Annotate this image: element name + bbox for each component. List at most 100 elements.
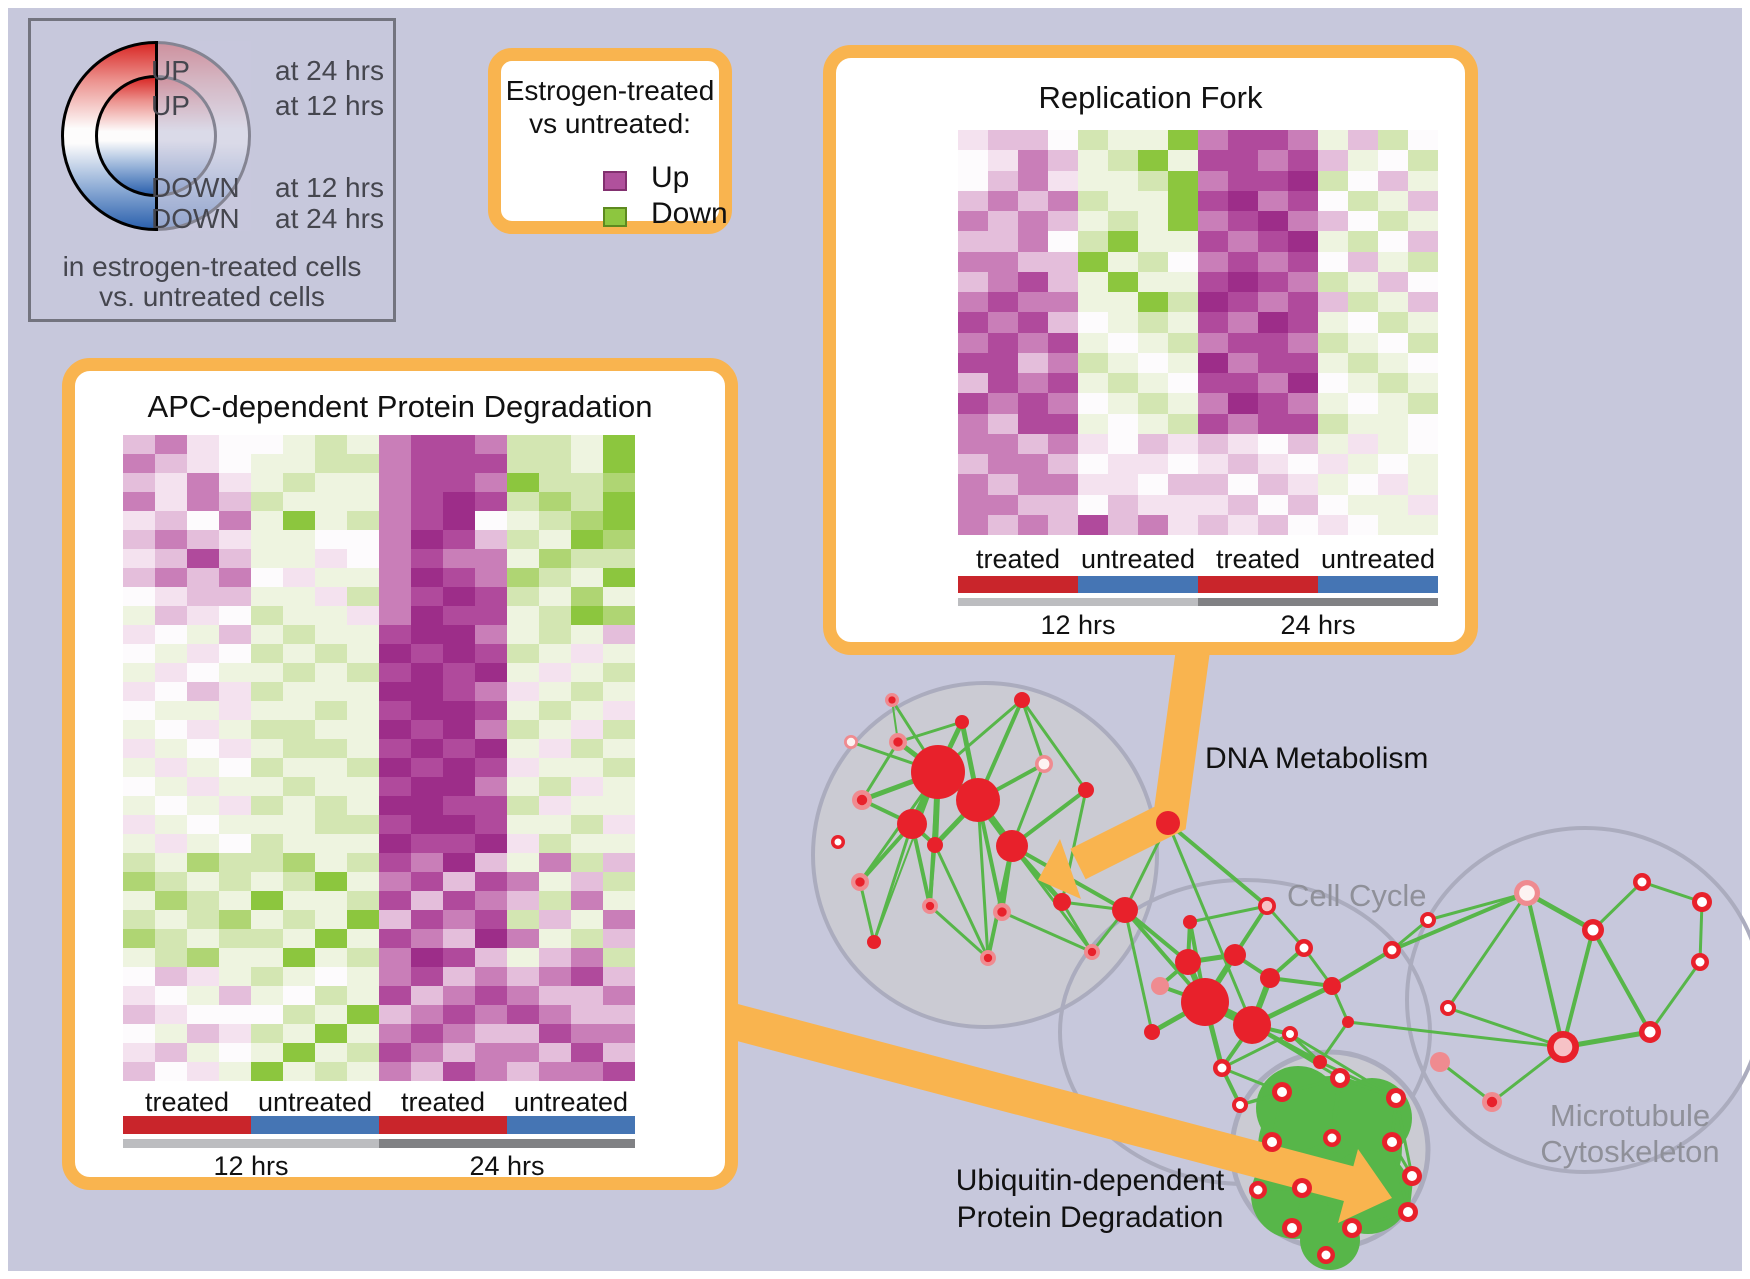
heatmap-row bbox=[123, 834, 635, 853]
network-node bbox=[1053, 893, 1071, 911]
time-label-12-hrs: 12 hrs bbox=[213, 1151, 289, 1181]
heatmap-row bbox=[123, 473, 635, 492]
microtubule-label-line2: Cytoskeleton bbox=[1540, 1134, 1720, 1169]
network-edge bbox=[1220, 1066, 1284, 1094]
heatmap-row bbox=[958, 454, 1438, 475]
network-edge bbox=[1698, 900, 1704, 964]
heatmap-row bbox=[958, 373, 1438, 394]
condition-bar-segment bbox=[1198, 576, 1318, 593]
heatmap-row bbox=[123, 682, 635, 701]
heatmap-row bbox=[123, 492, 635, 511]
network-node bbox=[1342, 1016, 1354, 1028]
network-node bbox=[927, 837, 943, 853]
network-edge bbox=[1561, 928, 1595, 1049]
network-edge bbox=[1390, 891, 1529, 952]
network-node-core bbox=[1407, 1171, 1417, 1181]
time-bar-segment bbox=[958, 598, 1198, 606]
network-node-core bbox=[1297, 1183, 1307, 1193]
arrowhead-icon bbox=[1338, 1149, 1392, 1223]
network-node-core bbox=[1486, 1096, 1498, 1108]
network-node bbox=[911, 745, 965, 799]
network-edge bbox=[1000, 910, 1094, 954]
network-edge bbox=[1060, 900, 1094, 954]
network-node bbox=[1323, 977, 1341, 995]
heatmap-row bbox=[123, 587, 635, 606]
down-label: Down bbox=[651, 197, 728, 230]
network-node-core bbox=[1391, 1093, 1401, 1103]
network-node bbox=[1313, 1055, 1327, 1069]
network-edge bbox=[1390, 1140, 1410, 1214]
ring-legend-footer-2: vs. untreated cells bbox=[99, 281, 325, 312]
condition-bar-segment bbox=[123, 1116, 251, 1134]
heatmap-row bbox=[958, 170, 1438, 191]
heatmap-row bbox=[123, 891, 635, 910]
network-edge bbox=[1426, 891, 1529, 922]
condition-bar-segment bbox=[1318, 576, 1438, 593]
group-label-untreated: untreated bbox=[1320, 544, 1436, 574]
heatmap-row bbox=[123, 853, 635, 872]
network-edge bbox=[1123, 908, 1154, 1034]
heatmap-row bbox=[123, 568, 635, 587]
network-node-core bbox=[983, 953, 993, 963]
network-edge bbox=[1591, 928, 1652, 1034]
network-node-core bbox=[1347, 1223, 1357, 1233]
heatmap-row bbox=[958, 433, 1438, 454]
up-color-swatch bbox=[603, 171, 627, 191]
condition-bar-segment bbox=[251, 1116, 379, 1134]
group-label-untreated: untreated bbox=[1080, 544, 1196, 574]
heatmap-row bbox=[123, 720, 635, 739]
network-edge bbox=[1640, 880, 1704, 904]
heatmap-row bbox=[123, 967, 635, 986]
heatmap-row bbox=[958, 352, 1438, 373]
network-node-core bbox=[888, 696, 896, 704]
cluster-ellipse-2 bbox=[1405, 826, 1750, 1174]
network-node-core bbox=[1236, 1101, 1244, 1109]
network-edge bbox=[1394, 1096, 1414, 1178]
network-node bbox=[1144, 1024, 1160, 1040]
network-node-core bbox=[856, 794, 868, 806]
network-node-core bbox=[1217, 1063, 1227, 1073]
network-edge bbox=[1188, 904, 1269, 924]
heatmap-row bbox=[123, 1043, 635, 1062]
heatmap-row bbox=[123, 1024, 635, 1043]
heatmap-row bbox=[958, 150, 1438, 171]
time-label-12-hrs: 12 hrs bbox=[1040, 610, 1116, 640]
heatmap-row bbox=[123, 910, 635, 929]
network-node bbox=[955, 715, 969, 729]
panel-to-cluster-arrow bbox=[723, 1002, 1355, 1202]
network-edge bbox=[1591, 880, 1644, 932]
ring-color-scale-legend: UP at 24 hrs UP at 12 hrs DOWN at 12 hrs… bbox=[28, 18, 396, 322]
network-node bbox=[1078, 782, 1094, 798]
group-label-untreated: untreated bbox=[257, 1087, 373, 1117]
time-label-24-hrs: 24 hrs bbox=[469, 1151, 545, 1181]
network-edge bbox=[1280, 1090, 1334, 1140]
condition-bar-segment bbox=[1078, 576, 1198, 593]
network-node bbox=[1181, 978, 1229, 1026]
up-12-time: at 12 hrs bbox=[275, 90, 384, 121]
network-edge bbox=[1446, 1006, 1565, 1049]
network-edge bbox=[1525, 891, 1565, 1049]
network-edge bbox=[1330, 948, 1394, 988]
heatmap-row bbox=[123, 701, 635, 720]
heatmap-row bbox=[123, 454, 635, 473]
heatmap-row bbox=[123, 929, 635, 948]
network-node bbox=[1151, 977, 1169, 995]
time-bar-segment bbox=[123, 1139, 379, 1148]
time-bar-segment bbox=[379, 1139, 635, 1148]
network-node bbox=[1175, 949, 1201, 975]
updown-color-legend: Estrogen-treated vs untreated: Up Down bbox=[488, 48, 732, 234]
apc-heatmap-panel: APC-dependent Protein Degradation treate… bbox=[62, 358, 738, 1190]
network-edge bbox=[1265, 904, 1306, 950]
network-edge bbox=[1648, 960, 1702, 1034]
up-24-time: at 24 hrs bbox=[275, 55, 384, 86]
network-node-core bbox=[1697, 897, 1707, 907]
network-node-core bbox=[1253, 1185, 1263, 1195]
network-edge bbox=[928, 904, 990, 960]
network-edge bbox=[896, 720, 964, 744]
network-edge bbox=[1020, 698, 1088, 792]
ubiquitin-label-line1: Ubiquitin-dependent bbox=[955, 1164, 1225, 1197]
microtubule-label: Microtubule Cytoskeleton bbox=[1495, 1098, 1750, 1170]
network-edge bbox=[1268, 976, 1334, 988]
replication-fork-panel-title: Replication Fork bbox=[1038, 80, 1263, 115]
